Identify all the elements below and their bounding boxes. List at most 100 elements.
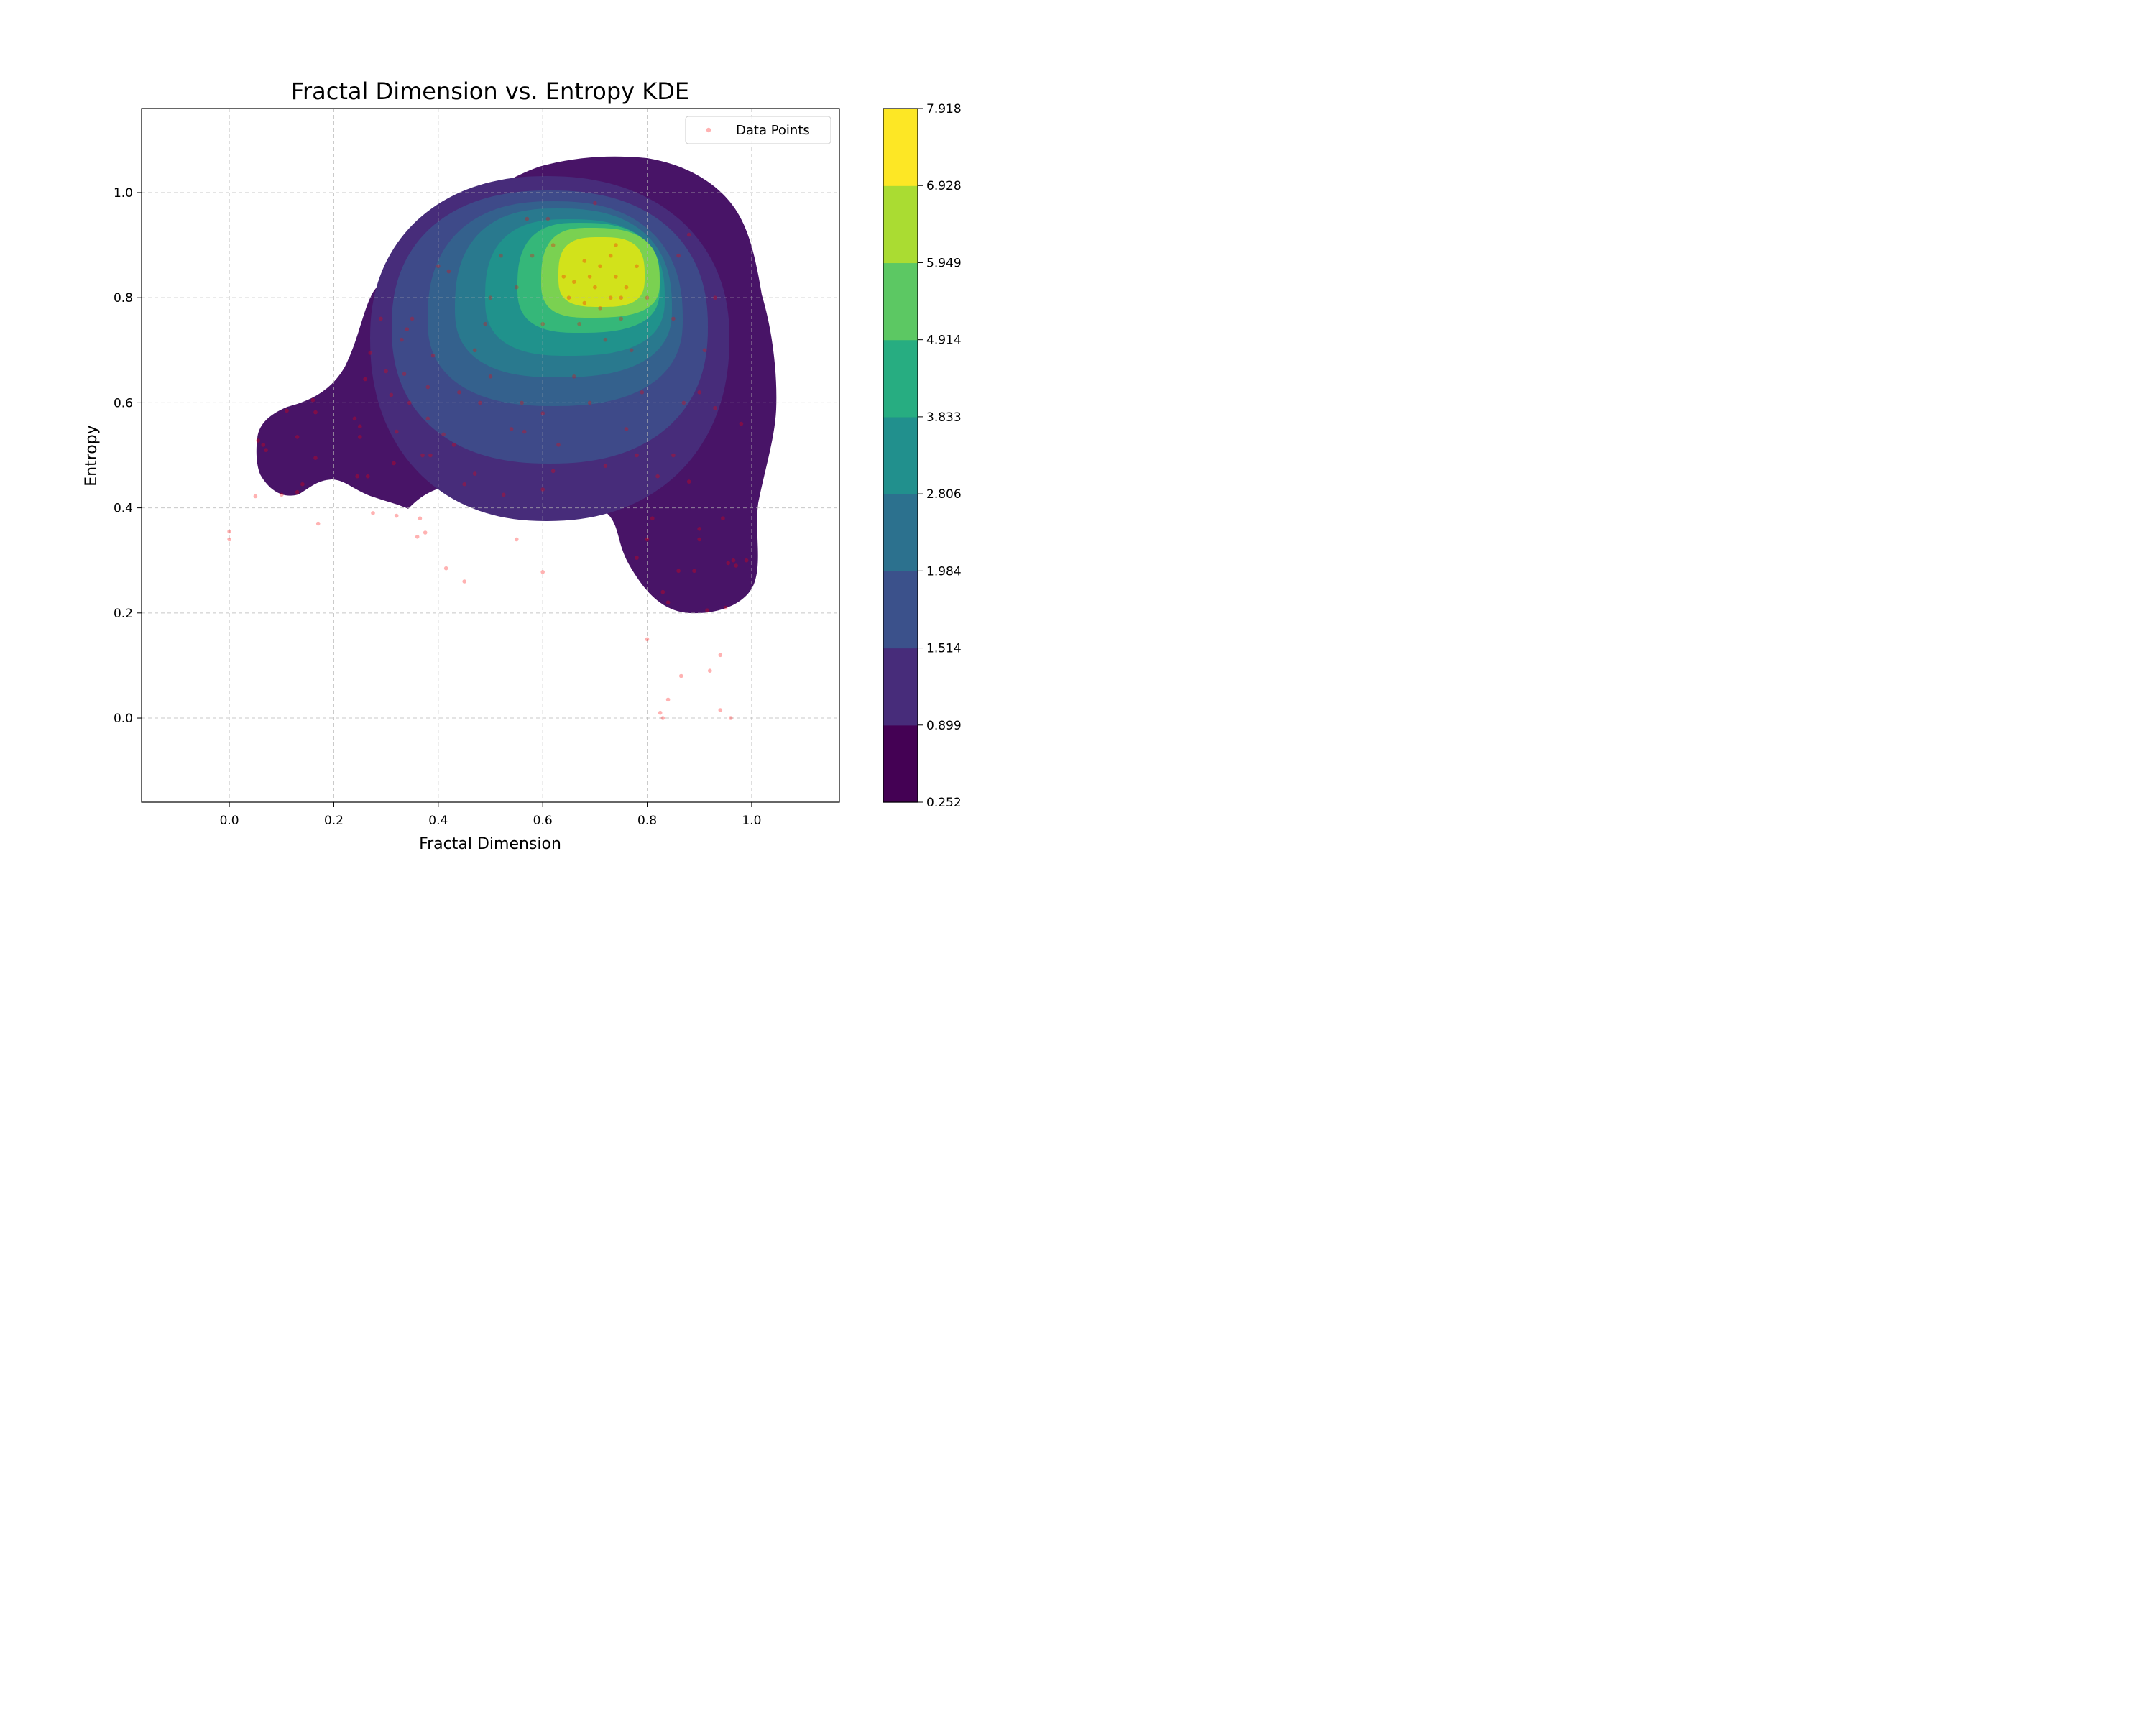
colorbar-tick-label: 4.914 xyxy=(926,334,962,348)
data-point xyxy=(635,264,639,269)
colorbar-frame xyxy=(883,108,918,803)
colorbar-tick-label: 6.928 xyxy=(926,179,962,193)
chart-figure: Fractal Dimension vs. Entropy KDE 0.0 0.2… xyxy=(83,78,962,853)
x-tick-label: 0.2 xyxy=(324,814,344,828)
grid-layer xyxy=(142,109,839,802)
data-point xyxy=(415,535,420,539)
data-point xyxy=(400,337,404,342)
data-point xyxy=(603,464,608,468)
data-point xyxy=(593,285,597,290)
data-point xyxy=(635,556,639,560)
legend-marker xyxy=(706,127,711,133)
data-point xyxy=(561,275,566,279)
data-point xyxy=(679,673,683,678)
data-point xyxy=(425,385,430,390)
data-point xyxy=(478,400,482,405)
data-point xyxy=(587,400,592,405)
y-tick-label: 1.0 xyxy=(114,186,133,201)
data-point xyxy=(457,390,461,395)
data-point xyxy=(313,456,318,460)
data-point xyxy=(713,295,717,300)
data-point xyxy=(697,537,701,542)
data-point xyxy=(472,348,477,353)
data-point xyxy=(313,410,318,415)
data-point xyxy=(394,513,399,518)
y-tick-label: 0.6 xyxy=(114,396,133,410)
data-point xyxy=(614,243,618,247)
colorbar-tick-label: 0.252 xyxy=(926,796,962,810)
data-point xyxy=(525,216,530,221)
data-point xyxy=(446,269,451,274)
data-point xyxy=(739,421,744,426)
data-point xyxy=(572,280,576,285)
data-point xyxy=(509,427,514,431)
data-point xyxy=(624,427,629,431)
data-point xyxy=(582,259,587,263)
data-point xyxy=(520,400,524,405)
data-point xyxy=(550,243,556,247)
data-point xyxy=(619,295,623,300)
data-point xyxy=(676,569,681,574)
data-point xyxy=(264,448,268,452)
colorbar-segment xyxy=(883,109,918,186)
data-point xyxy=(483,321,487,326)
data-point xyxy=(501,492,506,497)
y-tick-label: 0.2 xyxy=(114,607,133,621)
data-point xyxy=(227,537,231,542)
data-point xyxy=(540,321,545,326)
data-point xyxy=(472,472,477,476)
x-tick-label: 1.0 xyxy=(742,814,761,828)
data-point xyxy=(488,374,493,379)
data-point xyxy=(522,429,527,434)
data-point xyxy=(671,316,676,321)
colorbar: 0.252 0.899 1.514 1.984 2.806 3.833 4.914 5.949… xyxy=(883,102,962,810)
data-point xyxy=(392,461,396,466)
colorbar-tick-label: 3.833 xyxy=(926,410,962,425)
data-point xyxy=(402,372,407,376)
data-point xyxy=(256,438,260,443)
data-point xyxy=(593,201,597,206)
data-point xyxy=(436,264,441,269)
x-tick-label: 0.4 xyxy=(428,814,448,828)
data-point xyxy=(420,453,425,458)
data-point xyxy=(598,264,602,269)
data-point xyxy=(671,453,676,458)
data-point xyxy=(363,377,367,382)
data-point xyxy=(407,400,412,405)
data-point xyxy=(660,716,665,720)
data-point xyxy=(310,397,315,402)
data-point xyxy=(389,392,394,397)
data-point xyxy=(253,494,258,499)
colorbar-segment xyxy=(883,494,918,571)
colorbar-segment xyxy=(883,648,918,726)
y-tick-label: 0.0 xyxy=(114,712,133,726)
colorbar-segment xyxy=(883,416,918,494)
data-point xyxy=(572,374,576,379)
data-point xyxy=(462,579,466,584)
data-point xyxy=(686,232,691,237)
data-point xyxy=(692,569,696,574)
data-point xyxy=(577,321,581,326)
data-point xyxy=(428,453,433,458)
data-point xyxy=(608,253,613,258)
data-point xyxy=(443,566,448,571)
data-point xyxy=(550,469,556,474)
legend-box xyxy=(685,116,831,144)
x-axis-label: Fractal Dimension xyxy=(419,835,561,853)
data-point xyxy=(379,316,383,321)
data-point xyxy=(726,561,730,566)
colorbar-tick-label: 7.918 xyxy=(926,102,962,116)
data-point xyxy=(734,564,738,568)
data-point xyxy=(515,537,519,542)
data-point xyxy=(280,492,284,497)
data-point xyxy=(660,589,665,594)
data-point xyxy=(635,453,639,458)
x-tick-label: 0.6 xyxy=(533,814,553,828)
data-point xyxy=(731,558,736,563)
data-point xyxy=(718,708,723,712)
colorbar-segment xyxy=(883,339,918,418)
data-point xyxy=(566,295,571,300)
colorbar-segment xyxy=(883,571,918,649)
data-point xyxy=(587,275,592,279)
data-point xyxy=(394,429,399,434)
